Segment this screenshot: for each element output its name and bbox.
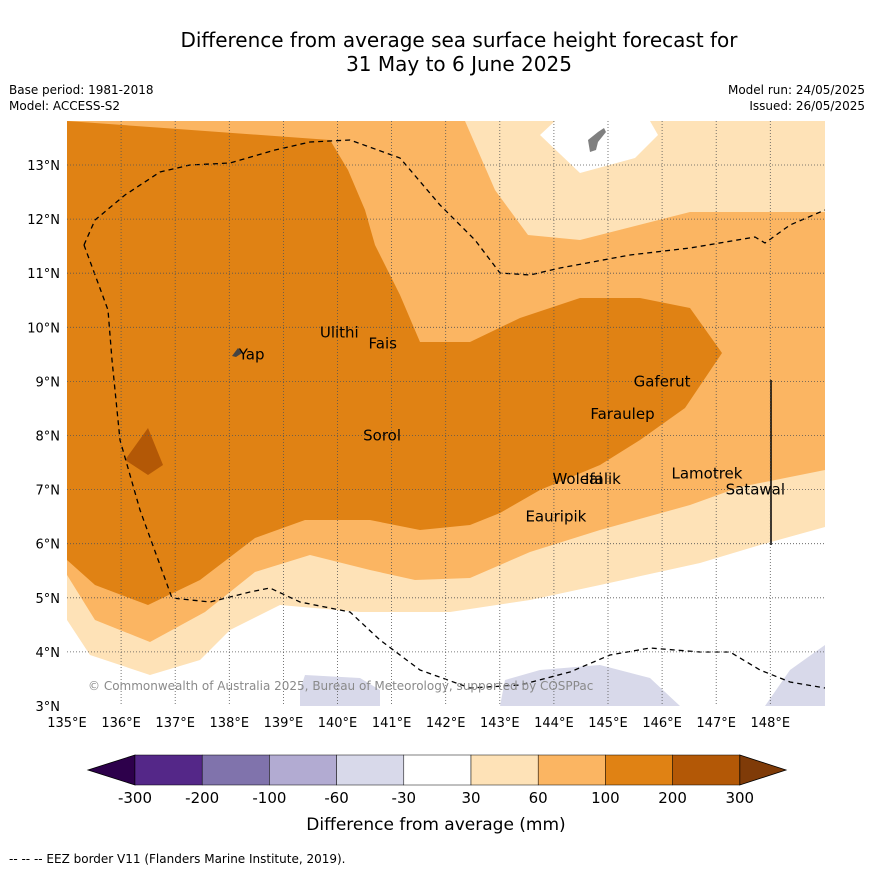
place-label-yap: Yap xyxy=(238,345,265,363)
latitude-tick-labels: 3°N 4°N 5°N 6°N 7°N 8°N 9°N 10°N 11°N 12°N 13°N xyxy=(27,159,60,715)
colorbar-tick-label: 60 xyxy=(529,789,548,807)
longitude-tick-label: 145°E xyxy=(588,716,628,731)
longitude-tick-label: 144°E xyxy=(534,716,574,731)
colorbar-tick-label: -60 xyxy=(324,789,349,807)
gridlines xyxy=(67,121,825,706)
latitude-tick-label: 3°N xyxy=(36,700,61,715)
colorbar-tick-label: -100 xyxy=(252,789,286,807)
longitude-tick-label: 136°E xyxy=(101,716,141,731)
longitude-tick-label: 148°E xyxy=(751,716,791,731)
negative-anomaly-region-mid xyxy=(300,675,380,706)
longitude-tick-label: 147°E xyxy=(696,716,736,731)
latitude-tick-label: 11°N xyxy=(27,267,60,282)
contour-fields xyxy=(67,121,825,706)
longitude-tick-label: 137°E xyxy=(155,716,195,731)
place-label-eauripik: Eauripik xyxy=(525,508,586,526)
colorbar-extend-high xyxy=(739,754,788,786)
colorbar-box xyxy=(201,754,270,786)
latitude-tick-label: 13°N xyxy=(27,159,60,174)
latitude-tick-label: 4°N xyxy=(36,646,61,661)
colorbar-tick-label: 200 xyxy=(658,789,687,807)
model-name: Model: ACCESS-S2 xyxy=(9,99,121,113)
place-label-gaferut: Gaferut xyxy=(634,372,691,390)
colorbar-tick-label: -30 xyxy=(392,789,417,807)
colorbar-boxes xyxy=(86,754,788,786)
eez-legend-text: -- -- -- EEZ border V11 (Flanders Marine… xyxy=(9,852,346,866)
colorbar-box xyxy=(672,754,741,786)
longitude-tick-label: 141°E xyxy=(372,716,412,731)
colorbar-box xyxy=(537,754,606,786)
meta-left: Base period: 1981-2018 Model: ACCESS-S2 xyxy=(9,82,154,114)
longitude-tick-label: 139°E xyxy=(264,716,304,731)
title-line-2: 31 May to 6 June 2025 xyxy=(346,52,572,76)
colorbar-box xyxy=(336,754,405,786)
colorbar-tick-label: 300 xyxy=(725,789,754,807)
title-line-1: Difference from average sea surface heig… xyxy=(180,28,738,52)
eez-border-west xyxy=(83,244,825,689)
latitude-tick-label: 9°N xyxy=(36,375,61,390)
longitude-tick-labels: 135°E 136°E 137°E 138°E 139°E 140°E 141°E 142°E… xyxy=(47,716,790,731)
yap-island xyxy=(232,348,242,357)
negative-anomaly-region-east xyxy=(500,665,680,706)
latitude-tick-label: 7°N xyxy=(36,484,61,499)
latitude-tick-label: 8°N xyxy=(36,430,61,445)
place-label-satawal: Satawal xyxy=(726,481,785,499)
colorbar-box xyxy=(134,754,203,786)
place-label-ulithi: Ulithi xyxy=(320,324,359,342)
colorbar-extend-low xyxy=(86,754,136,786)
place-labels: Yap Ulithi Fais Gaferut Faraulep Sorol WoleaiI… xyxy=(238,324,785,526)
copyright-text: © Commonwealth of Australia 2025, Bureau… xyxy=(88,679,593,693)
colorbar-tick-label: 30 xyxy=(461,789,480,807)
latitude-tick-label: 5°N xyxy=(36,592,61,607)
latitude-tick-label: 12°N xyxy=(27,213,60,228)
colorbar-box xyxy=(470,754,539,786)
negative-anomaly-region-corner xyxy=(765,645,825,706)
place-label-lamotrek: Lamotrek xyxy=(672,464,743,482)
colorbar-tick-label: -300 xyxy=(118,789,152,807)
meta-right: Model run: 24/05/2025 Issued: 26/05/2025 xyxy=(728,82,865,114)
eez-border-main xyxy=(83,139,825,276)
white-notch-north xyxy=(540,121,658,173)
guam-island xyxy=(588,128,606,152)
base-period: Base period: 1981-2018 xyxy=(9,83,154,97)
longitude-tick-label: 146°E xyxy=(642,716,682,731)
longitude-tick-label: 138°E xyxy=(210,716,250,731)
longitude-tick-label: 135°E xyxy=(47,716,87,731)
latitude-tick-label: 6°N xyxy=(36,538,61,553)
anomaly-100-200-region xyxy=(67,121,722,605)
model-run: Model run: 24/05/2025 xyxy=(727,83,865,97)
colorbar-tick-label: 100 xyxy=(591,789,620,807)
place-label-fais: Fais xyxy=(369,335,398,353)
longitude-tick-label: 143°E xyxy=(480,716,520,731)
colorbar-box xyxy=(403,754,472,786)
issued-date: Issued: 26/05/2025 xyxy=(749,99,865,113)
place-label-woleai: Woleai xyxy=(552,470,602,488)
colorbar-tick-labels: -300 -200 -100 -60 -30 30 60 100 200 300 xyxy=(118,789,754,807)
colorbar-box xyxy=(605,754,673,786)
place-label-faraulep: Faraulep xyxy=(590,405,654,423)
colorbar-tick-label: -200 xyxy=(185,789,219,807)
longitude-tick-label: 140°E xyxy=(318,716,358,731)
latitude-tick-label: 10°N xyxy=(27,321,60,336)
place-label-ifalik: Ifalik xyxy=(585,470,621,488)
place-label-sorol: Sorol xyxy=(363,427,401,445)
colorbar-box xyxy=(269,754,337,786)
longitude-tick-label: 142°E xyxy=(426,716,466,731)
anomaly-200-300-region xyxy=(125,428,163,475)
colorbar-label: Difference from average (mm) xyxy=(306,815,565,835)
page-title: Difference from average sea surface heig… xyxy=(0,28,873,76)
